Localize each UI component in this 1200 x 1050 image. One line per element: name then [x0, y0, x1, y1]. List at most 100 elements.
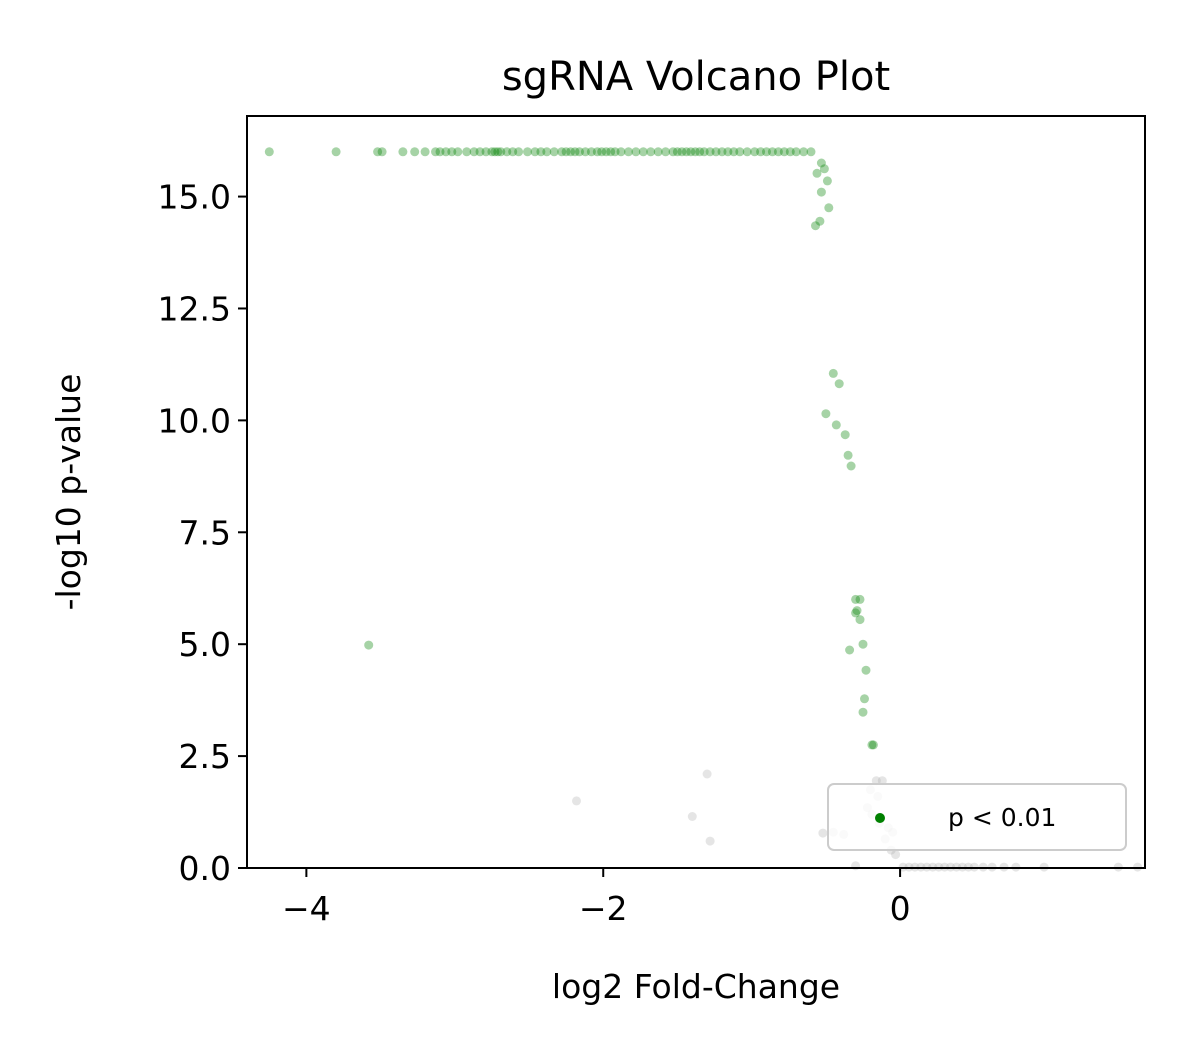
significant-point: [514, 147, 524, 157]
significant-point: [549, 147, 559, 157]
significant-point: [331, 147, 341, 157]
significant-point: [705, 147, 715, 157]
significant-point: [791, 147, 801, 157]
significant-point: [469, 147, 479, 157]
significant-point: [431, 147, 440, 157]
significant-point: [668, 147, 678, 157]
significant-point: [686, 147, 696, 157]
y-tick-label: 0.0: [179, 849, 231, 888]
significant-point: [435, 147, 445, 157]
significant-point: [779, 147, 789, 157]
significant-point: [398, 147, 408, 157]
significant-point: [580, 147, 590, 157]
y-tick-label: 2.5: [179, 737, 231, 776]
points-layer: [264, 147, 1143, 872]
significant-point: [661, 147, 671, 157]
y-tick-label: 7.5: [179, 513, 231, 552]
significant-point: [717, 147, 727, 157]
significant-point: [729, 147, 739, 157]
significant-point: [773, 147, 783, 157]
significant-point: [845, 645, 855, 655]
nonsignificant-point: [687, 812, 697, 821]
significant-point: [811, 221, 820, 231]
significant-point: [858, 639, 868, 649]
significant-point: [831, 420, 841, 430]
significant-point: [767, 147, 777, 157]
significant-point: [597, 147, 607, 157]
plot-frame: [246, 115, 1146, 869]
significant-point: [867, 740, 877, 750]
significant-point: [557, 147, 567, 157]
significant-point: [819, 164, 829, 174]
significant-point: [616, 147, 626, 157]
significant-point: [868, 740, 878, 750]
significant-point: [566, 147, 576, 157]
significant-point: [447, 147, 457, 157]
significant-point: [861, 665, 871, 675]
significant-point: [834, 379, 844, 389]
significant-point: [453, 147, 463, 157]
significant-point: [799, 147, 809, 157]
significant-point: [735, 147, 745, 157]
legend-marker: [875, 813, 885, 823]
significant-point: [828, 368, 838, 378]
significant-point: [638, 147, 648, 157]
x-axis: −4 −2 0: [282, 868, 911, 928]
significant-point: [756, 147, 766, 157]
significant-point: [695, 147, 705, 157]
significant-point: [816, 158, 826, 168]
significant-point: [624, 147, 633, 157]
significant-point: [806, 147, 816, 157]
significant-point: [785, 147, 795, 157]
significant-point: [711, 147, 721, 157]
significant-point: [264, 147, 274, 157]
legend-box: [827, 783, 1127, 851]
significant-point: [610, 147, 620, 157]
significant-point: [631, 147, 641, 157]
significant-point: [377, 147, 387, 157]
significant-point: [858, 707, 868, 717]
nonsignificant-point: [871, 776, 881, 786]
significant-point: [672, 147, 682, 157]
nonsignificant-point: [702, 769, 712, 779]
significant-point: [493, 147, 503, 157]
significant-point: [508, 147, 518, 157]
significant-point: [490, 147, 500, 157]
significant-point: [462, 147, 472, 157]
significant-point: [699, 147, 709, 157]
significant-point: [840, 430, 850, 440]
significant-point: [496, 147, 506, 157]
significant-point: [536, 147, 546, 157]
nonsignificant-point: [572, 796, 581, 806]
significant-point: [487, 147, 497, 157]
significant-point: [742, 147, 752, 157]
significant-point: [475, 147, 485, 157]
significant-point: [592, 147, 602, 157]
significant-point: [481, 147, 491, 157]
significant-point: [855, 594, 865, 604]
significant-point: [852, 606, 862, 616]
significant-point: [762, 147, 771, 157]
significant-point: [822, 176, 832, 186]
significant-point: [575, 147, 584, 157]
significant-point: [502, 147, 512, 157]
significant-point: [441, 147, 451, 157]
significant-point: [420, 147, 430, 157]
nonsignificant-point: [705, 836, 715, 846]
significant-point: [523, 147, 532, 157]
significant-point: [542, 147, 552, 157]
x-tick-label: −4: [282, 889, 331, 928]
legend: p < 0.01: [827, 783, 1127, 851]
significant-point: [816, 187, 826, 197]
significant-point: [601, 147, 611, 157]
significant-point: [364, 640, 374, 650]
significant-point: [530, 147, 540, 157]
significant-point: [373, 147, 383, 157]
x-tick-label: 0: [890, 889, 911, 928]
significant-point: [570, 147, 580, 157]
significant-point: [410, 147, 420, 157]
significant-point: [677, 147, 687, 157]
significant-point: [690, 147, 700, 157]
significant-point: [843, 450, 853, 460]
